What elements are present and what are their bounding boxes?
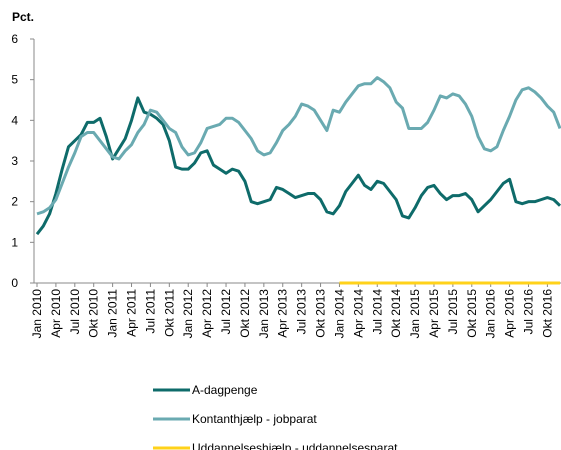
x-tick-label: Apr 2011 [125,289,139,337]
x-tick-label: Apr 2010 [49,289,63,338]
x-tick-label: Jul 2016 [521,289,535,335]
y-tick-label: 0 [11,276,18,290]
x-tick-label: Okt 2013 [314,289,328,338]
x-tick-label: Jan 2010 [30,289,44,339]
x-tick-label: Jan 2016 [484,289,498,339]
series-line [36,76,561,216]
legend-label: Uddannelseshjælp - uddannelsesparat [192,441,398,450]
x-tick-label: Apr 2015 [427,289,441,338]
x-tick-label: Okt 2016 [540,289,554,338]
x-tick-label: Okt 2011 [162,289,176,337]
x-tick-label: Jul 2011 [143,289,157,334]
x-tick-label: Jul 2014 [370,289,384,335]
y-tick-label: 5 [11,73,18,87]
x-tick-label: Jul 2012 [219,289,233,335]
y-tick-label: 3 [11,154,18,168]
series-line [35,96,561,236]
x-tick-label: Apr 2016 [503,289,517,338]
x-tick-label: Okt 2015 [465,289,479,338]
y-tick-label: 2 [11,195,18,209]
x-tick-label: Jul 2010 [68,289,82,335]
x-tick-label: Okt 2014 [389,289,403,338]
x-tick-label: Apr 2013 [276,289,290,338]
x-tick-label: Okt 2010 [87,289,101,338]
y-tick-label: 1 [11,235,18,249]
y-tick-label: 4 [11,113,18,127]
x-tick-label: Jan 2014 [332,289,346,339]
x-tick-label: Jan 2011 [106,289,120,338]
x-tick-label: Jan 2013 [257,289,271,339]
legend-label: Kontanthjælp - jobparat [192,412,317,426]
x-tick-label: Okt 2012 [238,289,252,338]
y-axis-label: Pct. [12,10,34,24]
x-tick-label: Jan 2012 [181,289,195,339]
y-tick-label: 6 [11,32,18,46]
x-tick-label: Apr 2012 [200,289,214,338]
x-tick-label: Apr 2014 [351,289,365,338]
x-tick-label: Jul 2013 [295,289,309,335]
x-tick-label: Jul 2015 [446,289,460,335]
x-tick-label: Jan 2015 [408,289,422,339]
legend-label: A-dagpenge [192,383,258,397]
